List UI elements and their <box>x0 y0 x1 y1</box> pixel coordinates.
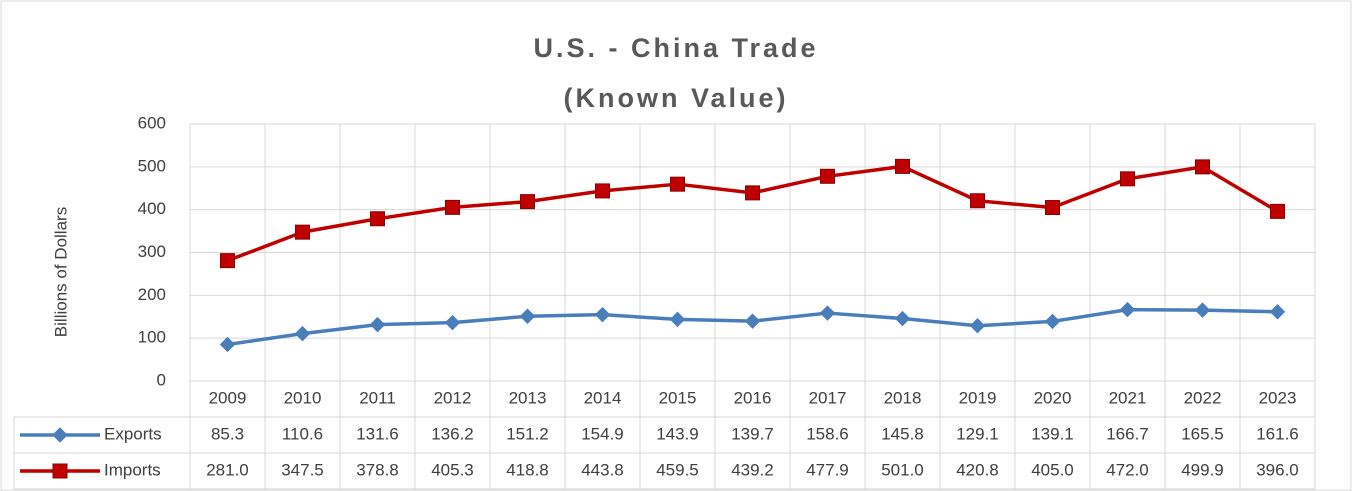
data-point <box>969 317 986 334</box>
data-point <box>970 193 985 209</box>
x-tick-label: 2016 <box>734 388 772 407</box>
table-value: 499.9 <box>1181 460 1224 479</box>
data-point <box>369 316 386 333</box>
x-tick-label: 2022 <box>1184 388 1222 407</box>
table-value: 165.5 <box>1181 424 1224 443</box>
table-value: 139.1 <box>1031 424 1074 443</box>
legend-marker <box>52 463 68 479</box>
table-value: 501.0 <box>881 460 924 479</box>
data-point <box>1270 203 1285 219</box>
data-point <box>669 311 686 328</box>
table-value: 396.0 <box>1256 460 1299 479</box>
table-value: 439.2 <box>731 460 774 479</box>
data-point <box>294 325 311 342</box>
data-point <box>895 158 910 174</box>
table-value: 472.0 <box>1106 460 1149 479</box>
data-point <box>520 194 535 210</box>
table-value: 418.8 <box>506 460 549 479</box>
data-point <box>1045 200 1060 216</box>
x-tick-label: 2023 <box>1259 388 1297 407</box>
table-value: 151.2 <box>506 424 549 443</box>
data-point <box>594 306 611 323</box>
data-point <box>1044 313 1061 330</box>
table-value: 154.9 <box>581 424 624 443</box>
table-value: 347.5 <box>281 460 324 479</box>
chart-subtitle: (Known Value) <box>563 83 788 113</box>
data-point <box>444 314 461 331</box>
x-tick-label: 2012 <box>434 388 472 407</box>
table-value: 85.3 <box>211 424 244 443</box>
y-tick-label: 300 <box>138 242 166 261</box>
x-tick-label: 2015 <box>659 388 697 407</box>
table-value: 136.2 <box>431 424 474 443</box>
data-point <box>1269 304 1286 320</box>
data-point <box>370 211 385 227</box>
data-point <box>219 336 236 353</box>
table-value: 405.0 <box>1031 460 1074 479</box>
table-value: 477.9 <box>806 460 849 479</box>
table-value: 459.5 <box>656 460 699 479</box>
y-axis-label: Billions of Dollars <box>51 207 70 337</box>
legend-label: Exports <box>104 424 162 443</box>
data-point <box>1120 171 1135 187</box>
x-tick-label: 2018 <box>884 388 922 407</box>
y-tick-label: 0 <box>157 370 166 389</box>
data-point <box>1194 302 1211 318</box>
table-value: 405.3 <box>431 460 474 479</box>
data-point <box>1195 159 1210 175</box>
legend-marker <box>52 427 68 443</box>
data-point <box>819 305 836 321</box>
data-point <box>745 185 760 201</box>
y-tick-label: 500 <box>138 156 166 175</box>
data-point <box>1119 301 1136 318</box>
table-value: 131.6 <box>356 424 399 443</box>
x-tick-label: 2009 <box>209 388 247 407</box>
y-tick-label: 400 <box>138 199 166 218</box>
data-point <box>894 310 911 327</box>
table-value: 161.6 <box>1256 424 1299 443</box>
x-tick-label: 2011 <box>359 388 396 407</box>
data-point <box>220 253 235 269</box>
data-point <box>295 224 310 240</box>
x-tick-label: 2017 <box>809 388 847 407</box>
table-value: 378.8 <box>356 460 399 479</box>
x-tick-label: 2020 <box>1034 388 1072 407</box>
x-tick-label: 2010 <box>284 388 322 407</box>
table-value: 281.0 <box>206 460 249 479</box>
y-tick-label: 200 <box>138 285 166 304</box>
data-point <box>445 199 460 215</box>
x-tick-label: 2014 <box>584 388 622 407</box>
table-value: 110.6 <box>282 424 323 443</box>
chart-title: U.S. - China Trade <box>533 33 818 63</box>
table-value: 443.8 <box>581 460 624 479</box>
x-tick-label: 2019 <box>959 388 997 407</box>
data-point <box>595 183 610 199</box>
x-tick-label: 2013 <box>509 388 547 407</box>
y-tick-label: 100 <box>138 328 166 347</box>
y-tick-label: 600 <box>138 113 166 132</box>
table-value: 139.7 <box>731 424 774 443</box>
data-point <box>744 313 761 329</box>
table-value: 145.8 <box>881 424 924 443</box>
table-value: 129.1 <box>956 424 999 443</box>
table-value: 166.7 <box>1106 424 1149 443</box>
data-point <box>519 308 536 324</box>
table-value: 158.6 <box>806 424 849 443</box>
data-point <box>670 176 685 192</box>
table-value: 143.9 <box>656 424 699 443</box>
x-tick-label: 2021 <box>1109 388 1147 407</box>
legend-label: Imports <box>104 460 161 479</box>
table-value: 420.8 <box>956 460 999 479</box>
data-point <box>820 168 835 184</box>
